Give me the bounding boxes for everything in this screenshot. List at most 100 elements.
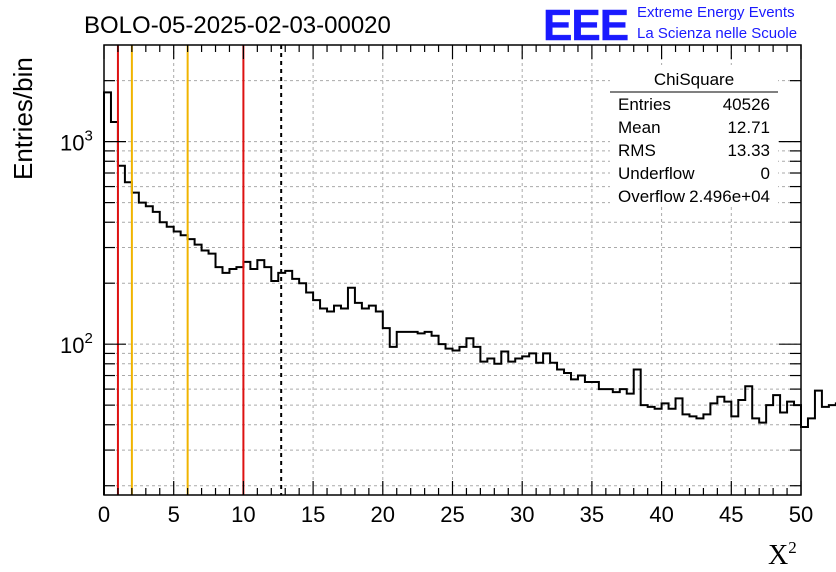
histogram-bin <box>404 332 411 495</box>
histogram-bin <box>522 356 529 495</box>
histogram-bin <box>634 369 641 495</box>
x-tick-label: 5 <box>168 502 180 527</box>
x-tick-labels: 0 5 10 15 20 25 30 35 40 45 50 <box>98 502 813 527</box>
histogram-bin <box>139 203 146 495</box>
histogram-bin <box>432 336 439 495</box>
stats-label: Mean <box>618 118 661 137</box>
histogram-bin <box>425 332 432 495</box>
stats-row: RMS 13.33 <box>618 141 770 160</box>
stats-value: 13.33 <box>727 141 770 160</box>
x-tick-label: 0 <box>98 502 110 527</box>
histogram-bin <box>669 409 676 495</box>
histogram-bin <box>271 281 278 495</box>
histogram-bin <box>717 397 724 495</box>
histogram-bin <box>153 212 160 495</box>
histogram-bin <box>292 279 299 495</box>
histogram-bin <box>195 245 202 495</box>
histogram-bin <box>174 231 181 495</box>
x-tick-label: 35 <box>580 502 604 527</box>
histogram-bin <box>689 416 696 495</box>
histogram-bin <box>529 353 536 495</box>
histogram-bin <box>780 412 787 495</box>
histogram-bin <box>815 391 822 495</box>
histogram-bin <box>257 260 264 495</box>
histogram-bin <box>696 418 703 495</box>
stats-value: 12.71 <box>727 118 770 137</box>
histogram-bin <box>571 379 578 495</box>
histogram <box>103 91 836 495</box>
histogram-bin <box>592 382 599 495</box>
stats-label: Underflow <box>618 164 695 183</box>
histogram-bin <box>383 328 390 495</box>
histogram-bin <box>543 353 550 495</box>
histogram-bin <box>439 344 446 495</box>
histogram-bin <box>787 402 794 495</box>
stats-label: Entries <box>618 95 671 114</box>
histogram-bin <box>209 254 216 495</box>
x-tick-label: 20 <box>371 502 395 527</box>
x-tick-label: 30 <box>510 502 534 527</box>
histogram-bin <box>250 269 257 495</box>
histogram-bin <box>773 395 780 495</box>
histogram-bin <box>160 222 167 495</box>
histogram-bin <box>710 403 717 495</box>
histogram-bin <box>397 332 404 495</box>
stats-row: Entries 40526 <box>618 95 770 114</box>
histogram-bin <box>745 386 752 495</box>
histogram-bin <box>188 239 195 495</box>
histogram-bin <box>459 347 466 495</box>
histogram-bin <box>620 389 627 495</box>
histogram-bin <box>662 403 669 495</box>
y-tick-label: 103 <box>60 128 93 156</box>
vertical-markers <box>116 45 283 495</box>
histogram-bin <box>501 352 508 495</box>
histogram-bin <box>822 407 829 495</box>
y-tick-labels: 102 103 <box>60 128 93 359</box>
x-tick-label: 40 <box>649 502 673 527</box>
histogram-bin <box>216 267 223 495</box>
stats-row: Overflow 2.496e+04 <box>618 187 770 206</box>
axis-ticks <box>103 45 802 495</box>
stats-title: ChiSquare <box>654 70 734 89</box>
histogram-bin <box>264 267 271 495</box>
histogram-bin <box>808 418 815 495</box>
histogram-bin <box>125 182 132 495</box>
histogram-bin <box>752 418 759 495</box>
chart-title: BOLO-05-2025-02-03-00020 <box>84 12 391 39</box>
histogram-bin <box>564 373 571 495</box>
histogram-bin <box>508 362 515 495</box>
y-tick-label: 102 <box>60 330 93 358</box>
histogram-bin <box>355 303 362 495</box>
stats-row: Mean 12.71 <box>618 118 770 137</box>
stats-label: Overflow <box>618 187 686 206</box>
histogram-bin <box>613 392 620 495</box>
histogram-bin <box>536 363 543 495</box>
histogram-bin <box>299 283 306 495</box>
histogram-bin <box>676 398 683 495</box>
stats-value: 2.496e+04 <box>689 187 770 206</box>
histogram-bin <box>473 347 480 495</box>
stats-box-bg <box>610 65 778 205</box>
histogram-bin <box>369 306 376 495</box>
histogram-bin <box>703 414 710 495</box>
histogram-bin <box>731 416 738 495</box>
x-tick-label: 45 <box>719 502 743 527</box>
histogram-bin <box>334 306 341 495</box>
histogram-bin <box>376 311 383 495</box>
histogram-bin <box>641 405 648 495</box>
histogram-bin <box>236 267 243 495</box>
x-tick-label: 10 <box>231 502 255 527</box>
histogram-bin <box>557 369 564 495</box>
y-axis-label: Entries/bin <box>8 57 38 180</box>
histogram-bin <box>578 376 585 495</box>
histogram-bin <box>390 347 397 495</box>
histogram-bin <box>724 402 731 495</box>
grid <box>104 45 801 495</box>
stats-label: RMS <box>618 141 656 160</box>
histogram-bin <box>480 362 487 495</box>
x-axis-label: X2 <box>768 538 797 571</box>
histogram-bin <box>202 251 209 495</box>
histogram-bin <box>829 405 836 495</box>
histogram-bin <box>418 333 425 495</box>
